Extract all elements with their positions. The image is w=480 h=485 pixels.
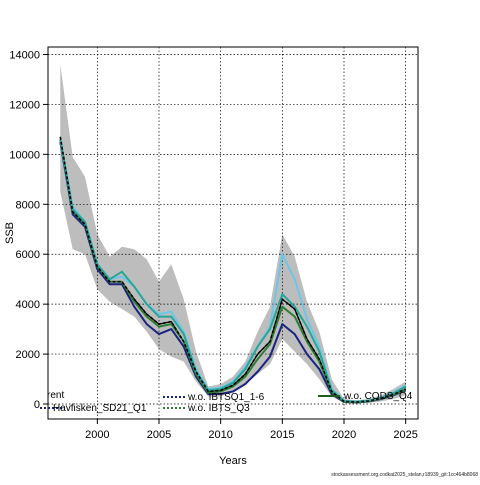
x-tick-label-2000: 2000 [85,429,109,441]
y-tick-label-14000: 14000 [9,49,40,61]
y-tick-label-10000: 10000 [9,149,40,161]
legend-label-3: w.o. IBTS_Q3 [187,403,250,414]
plot-frame [47,46,419,420]
y-axis-label: SSB [4,222,16,244]
legend-label-2: w.o. IBTSQ1_1-6 [187,392,265,403]
y-tick-label-6000: 6000 [16,249,40,261]
x-axis-label: Years [219,455,247,467]
series-line-dashed-0 [59,136,407,403]
legend-label-1: Havfisken_SD21_Q1 [53,403,147,414]
y-tick-label-0: 0 [34,399,40,411]
y-tick-label-2000: 2000 [16,349,40,361]
legend-label-4: w.o. CODS_Q4 [343,391,413,402]
y-tick-label-4000: 4000 [16,299,40,311]
x-tick-label-2005: 2005 [147,429,171,441]
x-tick-label-2010: 2010 [208,429,232,441]
x-tick-label-2015: 2015 [270,429,294,441]
y-tick-label-8000: 8000 [16,199,40,211]
confidence-band [60,64,406,403]
legend-label-0: rent [47,390,64,401]
x-tick-label-2020: 2020 [332,429,356,441]
y-tick-label-12000: 12000 [9,99,40,111]
footer-credit: stockassessment.org,codkat2025_stelan,r1… [331,472,478,478]
x-tick-label-2025: 2025 [393,429,417,441]
